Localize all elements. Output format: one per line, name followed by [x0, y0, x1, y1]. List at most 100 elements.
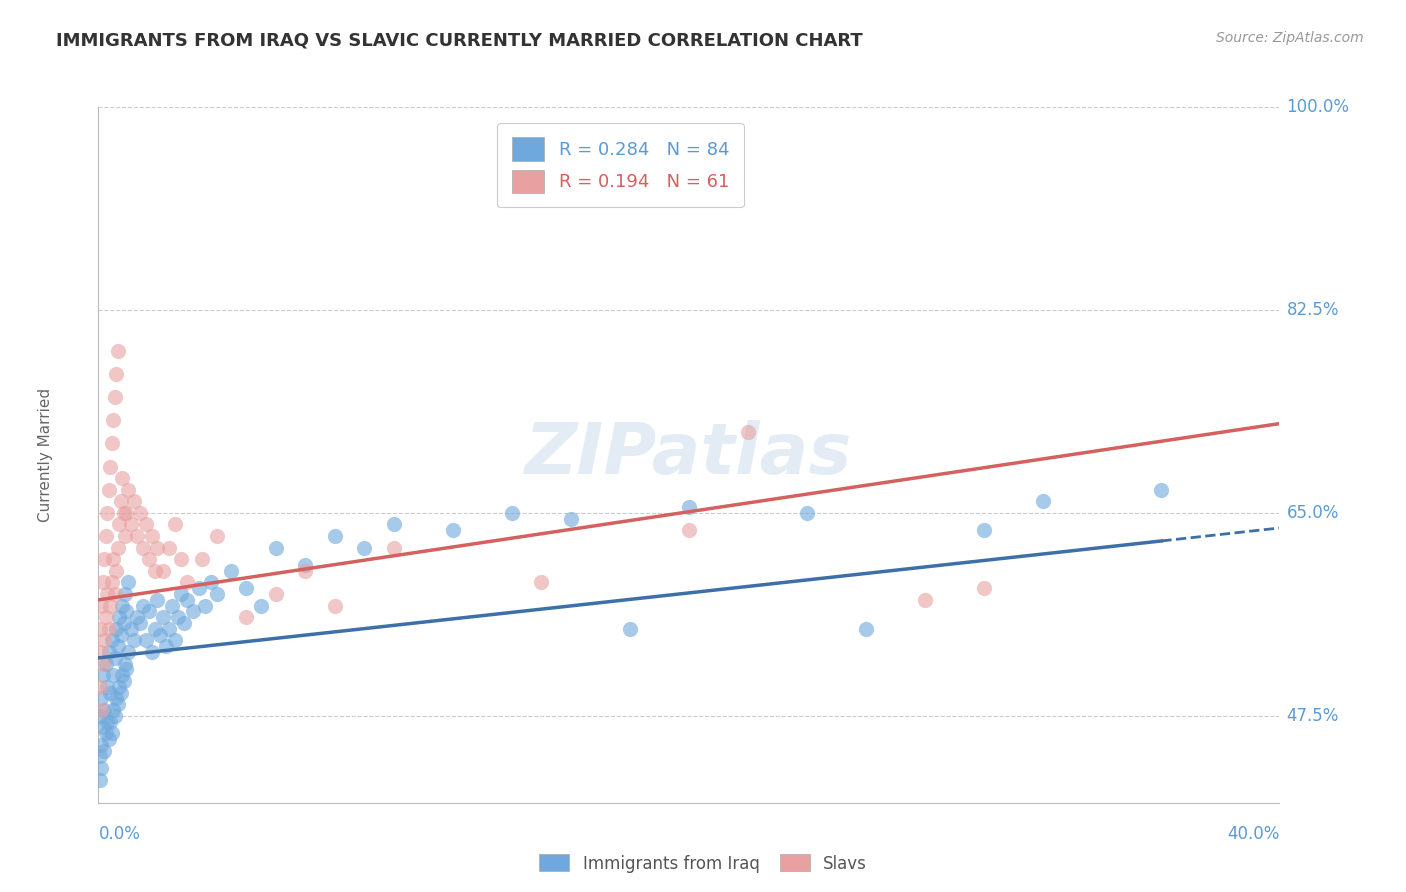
Point — [112, 615, 135, 630]
Point — [98, 714, 121, 729]
Point — [219, 564, 243, 578]
Point — [110, 628, 132, 642]
Point — [128, 506, 150, 520]
Point — [103, 668, 125, 682]
Point — [122, 494, 145, 508]
Text: 40.0%: 40.0% — [1227, 825, 1279, 843]
Point — [250, 599, 273, 613]
Point — [107, 541, 129, 555]
Point — [93, 743, 115, 757]
Point — [128, 615, 150, 630]
Text: 47.5%: 47.5% — [1286, 706, 1339, 725]
Point — [146, 541, 169, 555]
Point — [143, 564, 166, 578]
Point — [382, 517, 405, 532]
Point — [105, 622, 128, 636]
Legend: Immigrants from Iraq, Slavs: Immigrants from Iraq, Slavs — [533, 847, 873, 880]
Point — [114, 529, 136, 543]
Point — [104, 587, 127, 601]
Point — [89, 772, 111, 787]
Point — [91, 720, 114, 734]
Point — [91, 668, 114, 682]
Point — [294, 558, 316, 573]
Point — [678, 523, 700, 537]
Point — [111, 471, 134, 485]
Point — [1032, 494, 1054, 508]
Point — [323, 599, 346, 613]
Point — [97, 645, 120, 659]
Point — [737, 425, 759, 439]
Point — [105, 691, 128, 706]
Text: 82.5%: 82.5% — [1286, 301, 1339, 319]
Point — [157, 622, 180, 636]
Point — [152, 564, 174, 578]
Point — [152, 610, 174, 624]
Point — [181, 605, 204, 619]
Point — [146, 592, 169, 607]
Point — [96, 506, 118, 520]
Point — [138, 552, 160, 566]
Point — [114, 657, 136, 671]
Point — [91, 575, 114, 590]
Point — [94, 610, 117, 624]
Point — [132, 541, 155, 555]
Point — [108, 610, 131, 624]
Point — [165, 633, 187, 648]
Point — [90, 599, 112, 613]
Point — [115, 605, 138, 619]
Point — [141, 529, 163, 543]
Point — [89, 680, 111, 694]
Point — [165, 517, 187, 532]
Point — [323, 529, 346, 543]
Point — [973, 523, 995, 537]
Point — [125, 529, 148, 543]
Point — [103, 413, 125, 427]
Point — [149, 628, 172, 642]
Point — [114, 587, 136, 601]
Point — [105, 564, 128, 578]
Point — [205, 529, 228, 543]
Point — [98, 599, 121, 613]
Point — [117, 483, 139, 497]
Text: 0.0%: 0.0% — [98, 825, 141, 843]
Point — [162, 599, 183, 613]
Text: ZIPatlas: ZIPatlas — [526, 420, 852, 490]
Point — [205, 587, 228, 601]
Point — [441, 523, 464, 537]
Point — [108, 680, 131, 694]
Point — [117, 575, 139, 590]
Point — [90, 761, 112, 775]
Point — [96, 680, 118, 694]
Point — [143, 622, 166, 636]
Point — [112, 506, 135, 520]
Point — [111, 668, 134, 682]
Legend: R = 0.284   N = 84, R = 0.194   N = 61: R = 0.284 N = 84, R = 0.194 N = 61 — [498, 123, 744, 207]
Point — [90, 703, 112, 717]
Point — [122, 633, 145, 648]
Point — [104, 390, 127, 404]
Text: 65.0%: 65.0% — [1286, 504, 1339, 522]
Point — [200, 575, 222, 590]
Point — [191, 552, 214, 566]
Point — [107, 698, 129, 712]
Point — [141, 645, 163, 659]
Point — [94, 657, 117, 671]
Point — [107, 343, 129, 358]
Point — [117, 645, 139, 659]
Point — [98, 459, 121, 474]
Point — [89, 622, 111, 636]
Point — [93, 703, 115, 717]
Point — [90, 691, 112, 706]
Point — [353, 541, 375, 555]
Point — [855, 622, 877, 636]
Point — [120, 517, 142, 532]
Point — [89, 749, 111, 764]
Point — [382, 541, 405, 555]
Point — [89, 708, 111, 723]
Point — [170, 552, 193, 566]
Point — [93, 633, 115, 648]
Point — [796, 506, 818, 520]
Text: IMMIGRANTS FROM IRAQ VS SLAVIC CURRENTLY MARRIED CORRELATION CHART: IMMIGRANTS FROM IRAQ VS SLAVIC CURRENTLY… — [56, 31, 863, 49]
Point — [176, 592, 198, 607]
Point — [111, 599, 134, 613]
